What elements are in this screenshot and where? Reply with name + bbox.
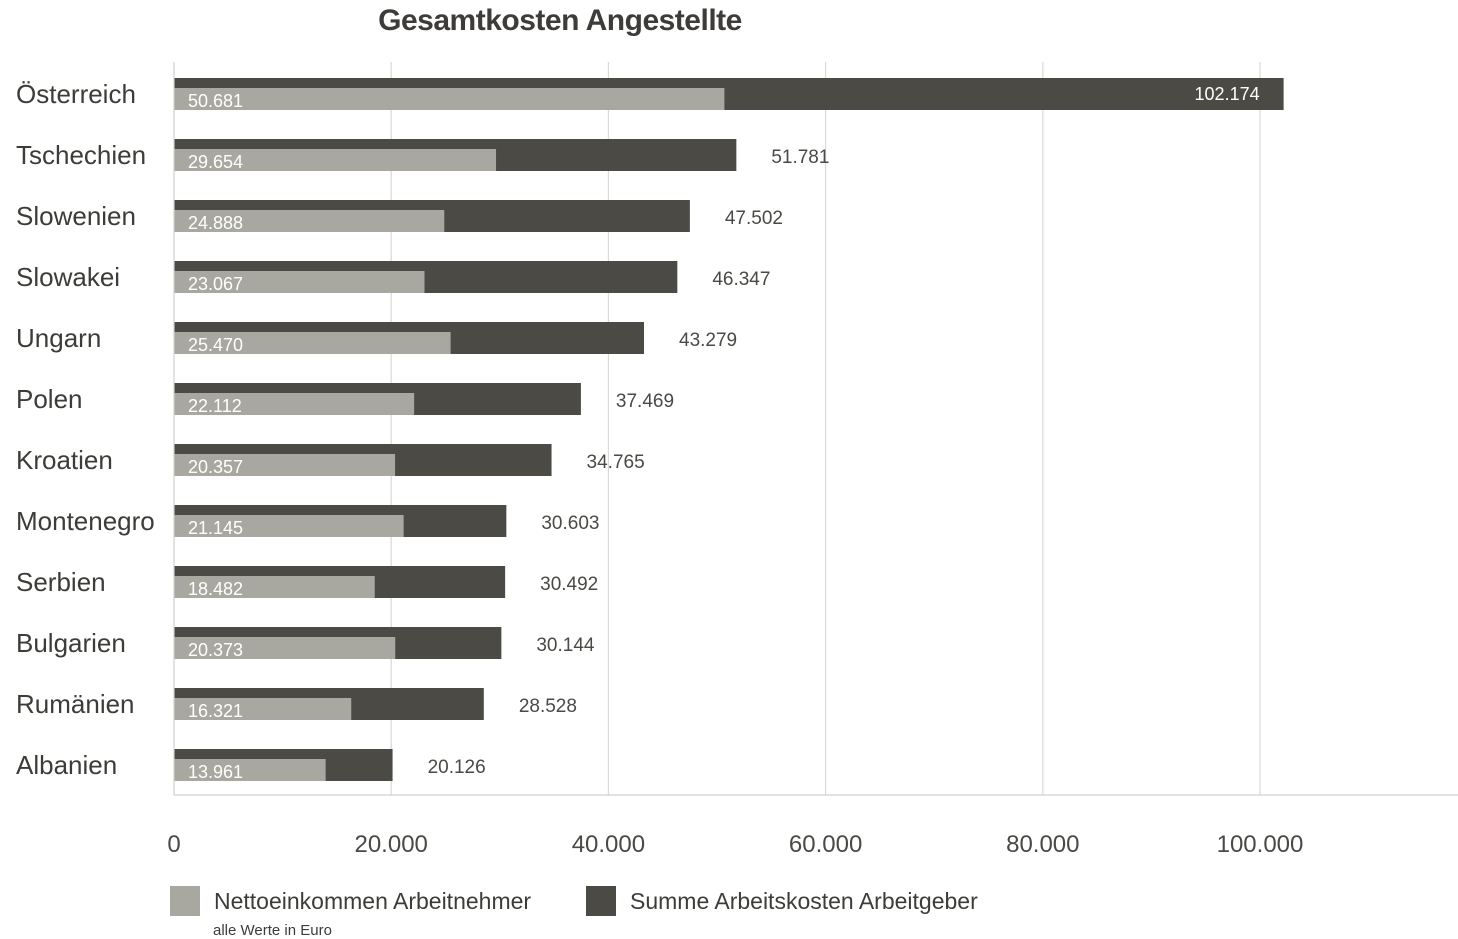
data-label-total-cost: 46.347 — [712, 269, 770, 290]
bar-net-income — [174, 515, 404, 537]
legend-item-total-cost: Summe Arbeitskosten Arbeitgeber — [586, 886, 978, 916]
bar-net-income — [174, 698, 352, 720]
data-label-net-income: 22.112 — [188, 396, 242, 416]
data-label-net-income: 16.321 — [188, 701, 243, 721]
data-label-net-income: 24.888 — [188, 213, 243, 233]
legend-swatch-net-income — [170, 886, 200, 916]
x-tick-label: 80.000 — [1006, 831, 1079, 858]
data-label-total-cost: 20.126 — [428, 757, 486, 778]
labels: Österreich 50.681 102.174 Tschechien 29.654 5… — [16, 79, 1260, 782]
legend-label-net-income: Nettoeinkommen Arbeitnehmer — [214, 887, 532, 914]
bar-net-income — [174, 210, 445, 232]
x-tick-label: 20.000 — [354, 831, 427, 858]
bar-net-income — [174, 271, 425, 293]
data-label-total-cost: 30.492 — [540, 574, 598, 595]
data-label-total-cost: 30.144 — [536, 635, 595, 656]
data-label-net-income: 18.482 — [188, 579, 243, 599]
legend-swatch-total-cost — [586, 886, 616, 916]
bars — [174, 78, 1284, 781]
gridlines — [390, 62, 1261, 795]
x-tick-label: 40.000 — [572, 831, 645, 858]
footnote: alle Werte in Euro — [213, 922, 332, 939]
bar-net-income — [174, 393, 415, 415]
data-label-total-cost: 34.765 — [587, 452, 645, 473]
category-label: Tschechien — [16, 140, 146, 170]
bar-net-income — [174, 332, 451, 354]
bar-net-income — [174, 759, 326, 781]
bar-net-income — [174, 576, 375, 598]
data-label-total-cost: 51.781 — [771, 147, 829, 168]
x-tick-label: 0 — [167, 831, 180, 858]
legend-item-net-income: Nettoeinkommen Arbeitnehmer — [170, 886, 531, 916]
data-label-net-income: 20.357 — [188, 457, 243, 477]
x-tick-label: 60.000 — [789, 831, 862, 858]
bar-net-income — [174, 88, 725, 110]
data-label-total-cost: 30.603 — [541, 513, 599, 534]
category-label: Montenegro — [16, 506, 155, 536]
data-label-net-income: 29.654 — [188, 152, 243, 172]
bar-net-income — [174, 637, 396, 659]
category-label: Bulgarien — [16, 628, 126, 658]
legend-label-total-cost: Summe Arbeitskosten Arbeitgeber — [630, 887, 978, 914]
data-label-net-income: 21.145 — [188, 518, 243, 538]
x-axis: 0 20.000 40.000 60.000 80.000 100.000 — [167, 62, 1458, 858]
bar-net-income — [174, 454, 396, 476]
x-tick-label: 100.000 — [1217, 831, 1304, 858]
bar-net-income — [174, 149, 497, 171]
data-label-total-cost: 28.528 — [519, 696, 577, 717]
bar-chart: Österreich 50.681 102.174 Tschechien 29.654 5… — [16, 62, 1458, 858]
category-label: Ungarn — [16, 323, 101, 353]
category-label: Österreich — [16, 79, 136, 109]
data-label-net-income: 25.470 — [188, 335, 243, 355]
data-label-total-cost: 102.174 — [1195, 84, 1260, 104]
data-label-net-income: 23.067 — [188, 274, 243, 294]
category-label: Kroatien — [16, 445, 113, 475]
data-label-net-income: 50.681 — [188, 91, 243, 111]
data-label-net-income: 13.961 — [188, 762, 243, 782]
data-label-total-cost: 43.279 — [679, 330, 737, 351]
data-label-net-income: 20.373 — [188, 640, 243, 660]
category-label: Albanien — [16, 750, 117, 780]
category-label: Slowakei — [16, 262, 120, 292]
chart-title: Gesamtkosten Angestellte — [378, 4, 742, 37]
category-label: Slowenien — [16, 201, 136, 231]
data-label-total-cost: 47.502 — [725, 208, 783, 229]
category-label: Rumänien — [16, 689, 135, 719]
data-label-total-cost: 37.469 — [616, 391, 674, 412]
category-label: Polen — [16, 384, 83, 414]
category-label: Serbien — [16, 567, 106, 597]
